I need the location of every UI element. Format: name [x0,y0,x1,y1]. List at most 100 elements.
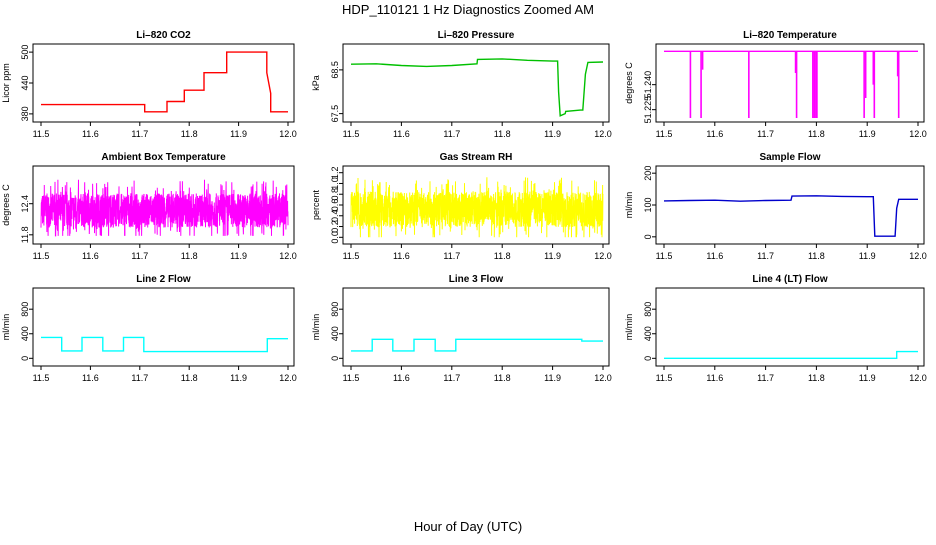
x-tick-label: 11.7 [443,373,460,383]
x-tick-label: 12.0 [279,251,297,261]
x-tick-label: 11.8 [494,373,511,383]
x-tick-label: 11.8 [494,251,511,261]
x-tick-label: 11.9 [859,129,876,139]
plot-frame [342,287,610,367]
series-group [664,350,918,359]
y-tick-label: 51.240 [643,71,653,99]
panel-7: Line 2 Flow ml/min 0 400 800 11.5 11.6 11.7 11.8… [1,274,297,383]
x-tick-label: 11.8 [181,373,198,383]
x-tick-label: 12.0 [909,251,927,261]
panel-title: Line 4 (LT) Flow [752,274,828,285]
plot-frame [655,43,925,123]
y-tick-label: 0.8 [330,188,340,201]
y-tick-label: 0.4 [330,210,340,223]
y-tick-label: 800 [643,302,653,317]
x-tick-label: 11.7 [757,129,774,139]
panel-1: Li–820 CO2 Licor ppm 380 440 500 11.5 11.6 11.7… [1,30,297,139]
y-tick-label: 800 [20,302,30,317]
x-tick-label: 11.6 [393,373,410,383]
x-tick-label: 11.9 [230,251,247,261]
series-line [41,336,288,353]
series-group [350,177,604,238]
x-tick-label: 12.0 [594,129,612,139]
x-tick-label: 11.6 [706,129,723,139]
y-tick-label: 380 [20,106,30,121]
y-tick-label: 100 [643,197,653,212]
panel-4: Ambient Box Temperature degrees C 11.8 12.4… [1,152,297,261]
panel-2: Li–820 Pressure kPa 67.5 68.5 11.5 11.6 11.7 11… [311,30,612,139]
x-tick-label: 11.6 [82,129,99,139]
x-tick-label: 11.5 [343,251,360,261]
x-tick-label: 11.8 [808,129,825,139]
x-tick-label: 11.7 [757,251,774,261]
y-tick-label: 11.8 [20,226,30,243]
x-tick-label: 12.0 [909,373,927,383]
x-tick-label: 11.9 [230,129,247,139]
y-tick-label: 200 [643,166,653,181]
panel-title: Ambient Box Temperature [101,152,226,163]
y-tick-label: 500 [20,45,30,60]
x-tick-label: 11.6 [393,251,410,261]
x-tick-label: 11.8 [181,251,198,261]
panel-title: Line 2 Flow [136,274,191,285]
x-tick-label: 11.5 [656,373,673,383]
x-tick-label: 12.0 [594,373,612,383]
plot-frame [32,165,295,245]
x-tick-label: 11.8 [808,373,825,383]
x-tick-label: 11.9 [544,251,561,261]
x-tick-label: 11.8 [808,251,825,261]
series-line [351,338,603,352]
plot-frame [655,287,925,367]
x-tick-label: 12.0 [594,251,612,261]
y-axis-label: degrees C [1,184,11,226]
series-line [663,195,918,237]
series-group [41,51,288,113]
x-tick-label: 11.9 [230,373,247,383]
x-tick-label: 11.8 [181,129,198,139]
x-tick-label: 11.9 [859,373,876,383]
panel-title: Li–820 CO2 [136,30,191,41]
figure-title: HDP_110121 1 Hz Diagnostics Zoomed AM [342,2,594,17]
y-tick-label: 0 [643,234,653,239]
panel-title: Li–820 Pressure [438,30,515,41]
x-tick-label: 11.6 [706,373,723,383]
y-axis-label: ml/min [1,314,11,341]
x-tick-label: 12.0 [909,129,927,139]
y-tick-label: 51.225 [643,96,653,124]
y-tick-label: 12.4 [20,195,30,213]
y-axis-label: ml/min [311,314,321,341]
y-axis-label: kPa [311,75,321,91]
x-tick-label: 12.0 [279,129,297,139]
y-tick-label: 440 [20,75,30,90]
plot-frame [32,43,295,123]
y-tick-label: 0.2 [330,220,340,233]
x-tick-label: 11.9 [544,373,561,383]
y-tick-label: 400 [330,326,340,341]
series-group [351,338,603,352]
x-tick-label: 11.7 [131,373,148,383]
y-tick-label: 0.6 [330,199,340,212]
panel-title: Li–820 Temperature [743,30,837,41]
y-tick-label: 0 [330,356,340,361]
x-tick-label: 11.9 [544,129,561,139]
y-tick-label: 0.0 [330,231,340,244]
y-tick-label: 400 [20,326,30,341]
series-line [350,58,604,117]
x-tick-label: 11.9 [859,251,876,261]
panel-9: Line 4 (LT) Flow ml/min 0 400 800 11.5 11.6 11.… [624,274,927,383]
y-axis-label: ml/min [624,314,634,341]
x-tick-label: 11.7 [131,129,148,139]
x-axis-label: Hour of Day (UTC) [413,519,523,534]
x-tick-label: 11.6 [706,251,723,261]
series-group [663,195,918,237]
series-line [664,350,918,359]
series-group [41,336,288,353]
plot-frame [32,287,295,367]
series-line [350,177,604,238]
x-tick-label: 11.5 [33,251,50,261]
y-tick-label: 0 [643,356,653,361]
y-tick-label: 400 [643,326,653,341]
